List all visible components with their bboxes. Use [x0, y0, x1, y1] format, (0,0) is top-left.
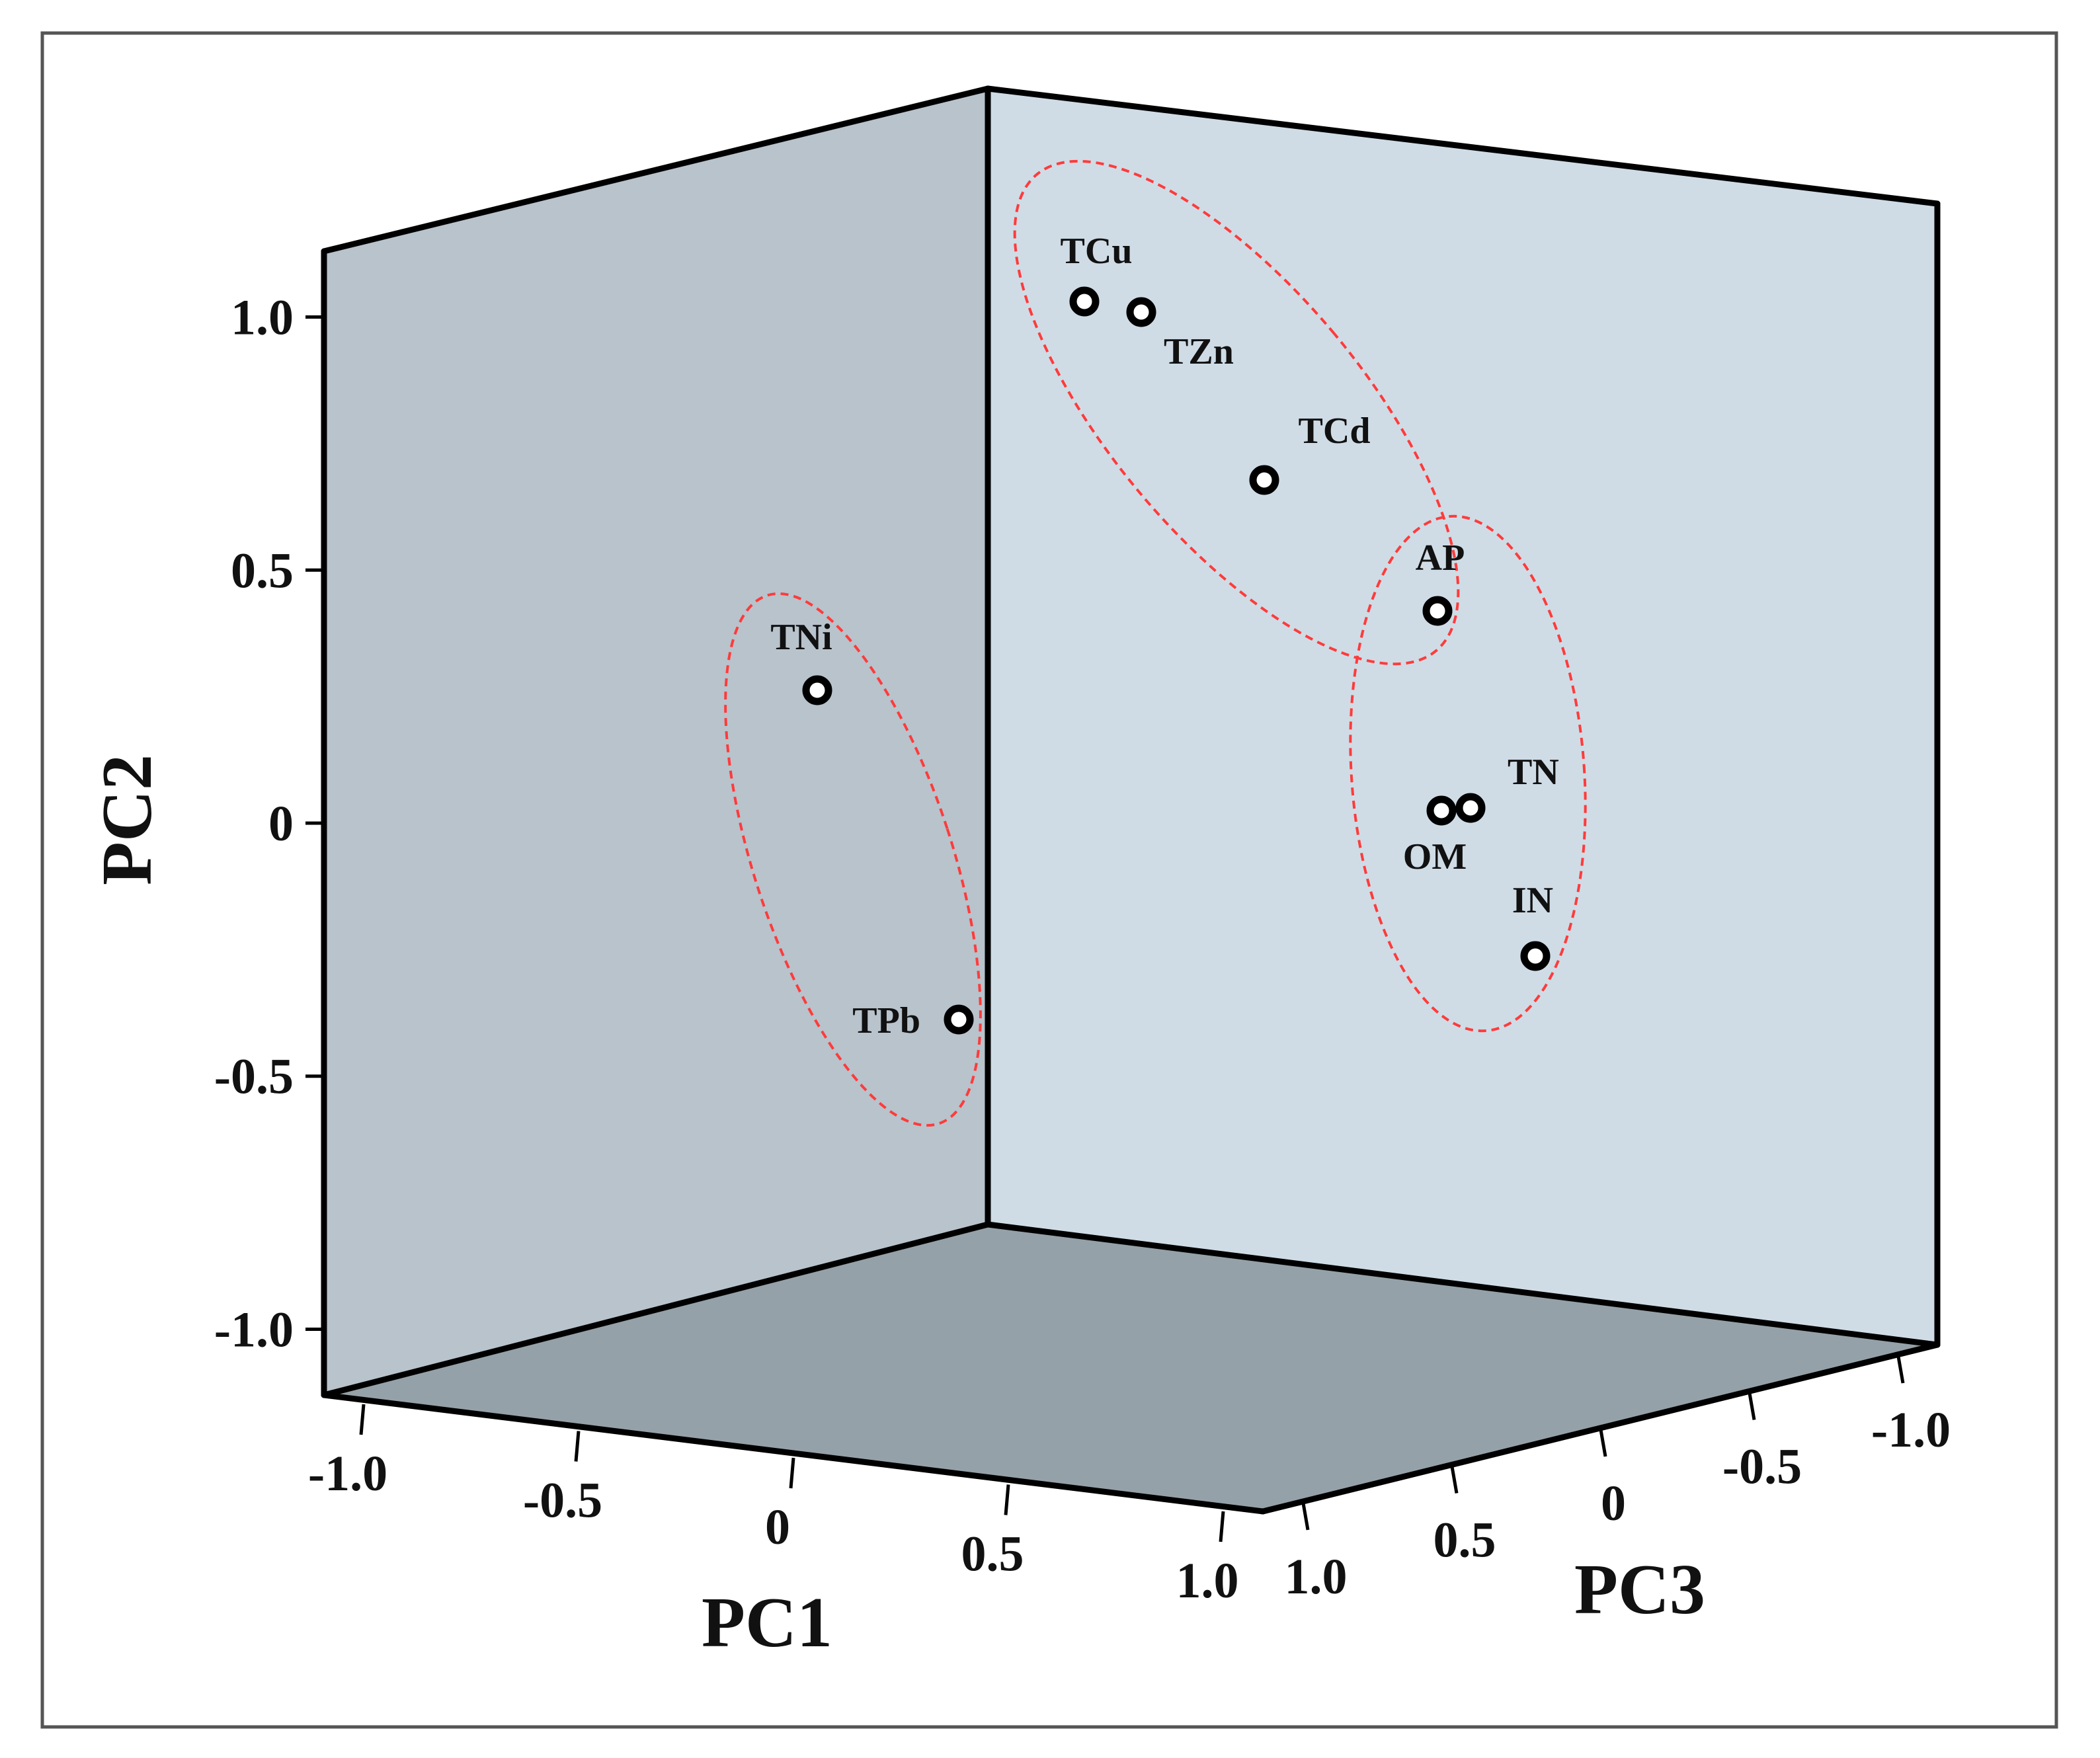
pc1-tick — [359, 1404, 366, 1435]
pc2-tick-label: 1.0 — [231, 290, 294, 346]
point-tcu — [1069, 286, 1100, 317]
pc1-tick — [574, 1431, 581, 1462]
pc2-tick-label: -1.0 — [214, 1302, 294, 1357]
left-wall-top-edge — [321, 85, 991, 255]
pc1-tick — [1004, 1484, 1010, 1515]
cluster-outlines — [724, 159, 1587, 1127]
cluster-outline — [724, 592, 982, 1127]
pc1-tick-label: -1.0 — [308, 1446, 387, 1501]
floor-back-edge — [985, 1221, 1941, 1348]
pc3-tick — [1896, 1352, 1905, 1384]
pc3-tick — [1747, 1389, 1756, 1420]
pc3-tick-label: 1.0 — [1285, 1549, 1348, 1605]
pc1-axis-title: PC1 — [702, 1583, 832, 1662]
point-ap — [1422, 596, 1453, 626]
pc2-tick-label: -0.5 — [214, 1049, 294, 1105]
pc1-tick-label: -0.5 — [523, 1473, 602, 1529]
pc3-tick — [1598, 1425, 1607, 1457]
pc3-tick-label: 0 — [1601, 1476, 1626, 1531]
pc3-tick-label: -0.5 — [1722, 1439, 1802, 1495]
pc1-tick — [1219, 1511, 1225, 1542]
axis-ticks: -1.0 -0.5 0 0.5 1.0 -1.0 -0.5 0 0.5 1.0 1.0 0.5 0 -0.… — [214, 290, 1951, 1609]
point-label-tpb: TPb — [852, 1000, 920, 1041]
cluster-outline — [1013, 159, 1460, 666]
pc3-tick — [1449, 1462, 1459, 1494]
pc3-tick-label: -1.0 — [1871, 1402, 1951, 1458]
pc3-axis-title: PC3 — [1574, 1550, 1705, 1629]
point-label-tcu: TCu — [1061, 231, 1133, 272]
back-wall-top-edge — [985, 85, 1941, 207]
floor-front-edge — [321, 1392, 1266, 1515]
point-tpb — [944, 1004, 974, 1035]
point-om — [1426, 795, 1457, 826]
pc3-tick — [1301, 1499, 1310, 1531]
pc1-tick-label: 0.5 — [961, 1527, 1024, 1582]
point-label-in: IN — [1512, 880, 1553, 921]
point-in — [1520, 941, 1551, 971]
point-label-tn: TN — [1508, 752, 1559, 793]
cluster-outline — [1349, 514, 1587, 1033]
point-label-om: OM — [1403, 836, 1467, 877]
3d-axes-box — [321, 85, 1941, 1515]
point-tzn — [1126, 297, 1156, 327]
point-label-tni: TNi — [770, 617, 832, 658]
pc2-tick-label: 0.5 — [231, 543, 294, 598]
pc1-tick-label: 0 — [765, 1499, 790, 1555]
pc1-tick — [789, 1457, 795, 1489]
pc3-tick-label: 0.5 — [1434, 1513, 1496, 1568]
point-label-tcd: TCd — [1299, 411, 1371, 452]
left-wall — [324, 89, 988, 1395]
pc1-tick-label: 1.0 — [1176, 1553, 1239, 1609]
data-points: TCu TZn TCd AP TN OM IN TNi TPb — [770, 231, 1558, 1041]
point-label-tzn: TZn — [1164, 331, 1234, 372]
pc2-axis-title: PC2 — [88, 754, 167, 885]
pc2-tick-label: 0 — [268, 796, 294, 852]
point-tni — [802, 675, 832, 705]
floor-left-edge — [321, 1221, 991, 1398]
point-label-ap: AP — [1416, 538, 1465, 579]
point-tcd — [1249, 465, 1279, 495]
back-wall — [988, 89, 1937, 1345]
point-tn — [1455, 793, 1486, 823]
